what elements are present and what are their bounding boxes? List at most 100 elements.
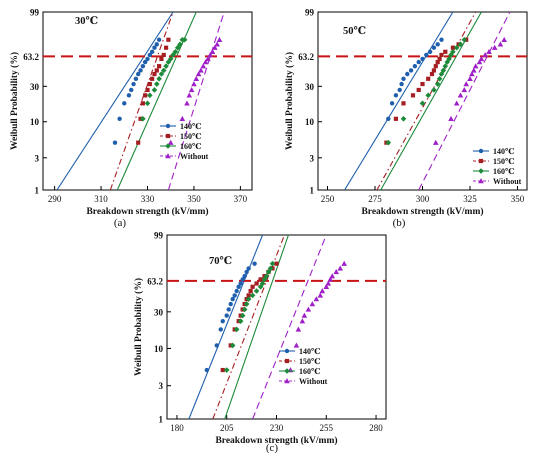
data-point-diamond — [181, 36, 188, 43]
data-point-square — [258, 277, 263, 282]
data-point-triangle — [186, 92, 193, 98]
x-tick-label: 350 — [511, 194, 525, 204]
fit-line-triangle — [252, 235, 327, 419]
data-point-diamond — [223, 367, 230, 373]
y-tick-label: 30 — [154, 307, 164, 317]
data-point-circle — [435, 42, 440, 47]
legend-marker-diamond — [478, 168, 484, 174]
data-point-circle — [145, 56, 150, 62]
data-point-circle — [408, 68, 414, 73]
data-point-square — [248, 288, 253, 294]
data-point-circle — [397, 87, 402, 93]
data-point-diamond — [434, 81, 441, 87]
panel-3: 1 3 10 30 63.2 99 180 205 230 255 280 Breakdown str… — [133, 231, 387, 454]
data-point-triangle — [461, 87, 468, 93]
data-point-circle — [230, 296, 235, 302]
data-point-triangle — [317, 292, 324, 298]
data-point-triangle — [482, 52, 488, 58]
data-point-square — [166, 37, 171, 42]
data-point-diamond — [237, 318, 244, 324]
data-point-circle — [122, 101, 127, 106]
y-axis-label: Weibull Probability (%) — [133, 278, 144, 376]
data-point-diamond — [261, 276, 268, 283]
data-point-circle — [405, 71, 410, 77]
data-point-circle — [142, 59, 148, 65]
data-point-diamond — [450, 48, 456, 55]
legend-label: Without — [493, 177, 522, 186]
data-point-diamond — [151, 87, 158, 93]
data-point-circle — [242, 273, 247, 279]
data-point-square — [410, 93, 416, 98]
x-tick-label: 280 — [369, 423, 383, 433]
x-tick-label: 325 — [463, 194, 477, 204]
data-point-square — [433, 64, 438, 69]
y-tick-label: 99 — [154, 231, 164, 241]
data-point-circle — [156, 37, 162, 42]
data-point-square — [431, 68, 436, 73]
x-tick-label: 350 — [187, 194, 201, 204]
y-axis-label: Weibull Probability (%) — [284, 52, 295, 150]
plot-area — [318, 12, 527, 190]
data-point-square — [161, 52, 166, 58]
data-point-triangle — [212, 44, 218, 50]
data-point-diamond — [259, 280, 266, 287]
x-tick-label: 290 — [48, 194, 62, 204]
data-point-circle — [218, 327, 223, 332]
fit-line-circle — [344, 12, 454, 190]
fit-line-triangle — [167, 12, 225, 190]
data-point-square — [140, 101, 145, 106]
data-point-circle — [427, 49, 433, 54]
data-point-triangle — [341, 260, 347, 266]
data-point-diamond — [233, 326, 240, 333]
data-point-circle — [152, 45, 157, 50]
data-point-diamond — [461, 36, 468, 43]
data-point-circle — [136, 71, 141, 77]
legend-marker-circle — [478, 148, 484, 154]
x-tick-label: 250 — [321, 194, 335, 204]
x-tick-label: 230 — [270, 423, 284, 433]
data-point-diamond — [243, 301, 250, 307]
legend-label: 160℃ — [180, 142, 202, 151]
plot-area — [43, 12, 252, 190]
y-tick-label: 30 — [305, 82, 315, 92]
y-tick-label: 1 — [159, 415, 164, 425]
data-point-triangle — [497, 41, 504, 47]
data-point-diamond — [229, 342, 236, 349]
y-tick-label: 30 — [30, 82, 40, 92]
data-point-circle — [240, 277, 245, 282]
data-point-square — [159, 56, 164, 62]
data-point-triangle — [472, 63, 479, 69]
data-point-triangle — [323, 283, 330, 289]
y-tick-label: 1 — [310, 186, 315, 196]
y-tick-label: 3 — [310, 153, 315, 163]
data-point-diamond — [400, 116, 407, 122]
panel-label: (a) — [114, 217, 127, 229]
data-point-diamond — [177, 41, 183, 48]
data-point-square — [254, 281, 259, 286]
data-point-triangle — [214, 41, 220, 47]
y-axis-label: Weibull Probability (%) — [9, 52, 20, 150]
x-tick-label: 275 — [368, 194, 382, 204]
data-point-circle — [389, 101, 395, 106]
fit-line-circle — [56, 12, 174, 190]
data-point-circle — [399, 81, 404, 87]
y-tick-label: 3 — [35, 153, 40, 163]
legend-label: 140℃ — [493, 147, 515, 156]
data-point-triangle — [329, 273, 336, 279]
data-point-triangle — [301, 312, 308, 318]
x-axis-label: Breakdown strength (kV/mm) — [215, 435, 337, 446]
data-point-circle — [138, 68, 143, 73]
plot-area — [167, 235, 386, 419]
data-point-triangle — [299, 318, 306, 324]
data-point-circle — [133, 76, 139, 81]
data-point-diamond — [172, 48, 179, 55]
data-point-square — [420, 81, 425, 87]
data-point-square — [443, 49, 448, 54]
temperature-label: 30℃ — [75, 16, 99, 27]
data-point-diamond — [170, 52, 176, 58]
x-axis-label: Breakdown strength (kV/mm) — [86, 206, 208, 217]
data-point-triangle — [207, 52, 213, 58]
